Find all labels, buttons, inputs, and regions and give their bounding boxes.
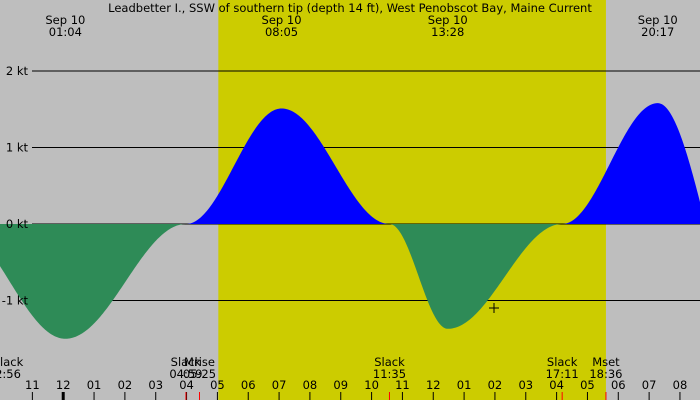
cursor-crosshair-icon	[489, 303, 499, 313]
x-tick-label: 03	[518, 378, 533, 392]
y-axis-labels: 2 kt 1 kt 0 kt -1 kt	[2, 64, 29, 308]
x-axis-ticks: 11 12 01 02 03 04 05 06 07 08 09 10 11 12 01 02 03 04 05 06…	[25, 378, 688, 400]
max-time-label: 08:05	[265, 25, 298, 39]
y-tick-label: 0 kt	[6, 217, 29, 231]
x-tick-label: 01	[457, 378, 472, 392]
max-date-label: Sep 10	[638, 13, 678, 27]
max-time-label: 20:17	[641, 25, 674, 39]
event-name-label: Slack	[171, 355, 202, 369]
x-tick-label: 08	[673, 378, 688, 392]
event-time-label: 18:36	[589, 367, 622, 381]
x-tick-label: 04	[179, 378, 194, 392]
x-tick-label: 09	[333, 378, 348, 392]
chart-title: Leadbetter I., SSW of southern tip (dept…	[108, 1, 592, 15]
x-tick-label: 02	[118, 378, 133, 392]
y-tick-label: 1 kt	[6, 141, 29, 155]
x-tick-label: 06	[611, 378, 626, 392]
x-tick-label: 08	[303, 378, 318, 392]
current-area-layer	[0, 103, 700, 339]
x-tick-label: 05	[580, 378, 595, 392]
event-name-label: Slack	[547, 355, 578, 369]
y-tick-label: 2 kt	[6, 64, 29, 78]
ebb-current-area	[0, 224, 700, 339]
event-time-label: 17:11	[546, 367, 579, 381]
bottom-event-labels: Slack04:59Slack11:35Slack17:11Mrise05:25…	[0, 355, 623, 381]
x-tick-label: 02	[488, 378, 503, 392]
x-tick-label: 05	[210, 378, 225, 392]
x-tick-label: 10	[364, 378, 379, 392]
max-date-label: Sep 10	[428, 13, 468, 27]
event-time-label: 11:35	[373, 367, 406, 381]
x-tick-label: 06	[241, 378, 256, 392]
event-name-label: Mrise	[184, 355, 215, 369]
event-time-label: 05:25	[183, 367, 216, 381]
x-tick-label: 04	[549, 378, 564, 392]
x-tick-label: 07	[642, 378, 657, 392]
x-tick-label: 01	[87, 378, 102, 392]
max-time-label: 13:28	[431, 25, 464, 39]
y-tick-label: -1 kt	[2, 294, 29, 308]
event-name-label: Slack	[374, 355, 405, 369]
flood-current-area	[0, 103, 700, 224]
x-tick-label: 12	[426, 378, 441, 392]
event-time-label: 2:56	[0, 367, 21, 381]
x-tick-label: 03	[148, 378, 163, 392]
event-time-label: 04:59	[169, 367, 202, 381]
max-date-label: Sep 10	[45, 13, 85, 27]
event-name-label: Slack	[0, 355, 24, 369]
event-name-label: Mset	[592, 355, 620, 369]
x-tick-label: 11	[25, 378, 40, 392]
max-time-label: 01:04	[49, 25, 82, 39]
x-tick-label: 11	[395, 378, 410, 392]
max-date-label: Sep 10	[262, 13, 302, 27]
x-tick-label: 12	[56, 378, 71, 392]
x-tick-label: 07	[272, 378, 287, 392]
